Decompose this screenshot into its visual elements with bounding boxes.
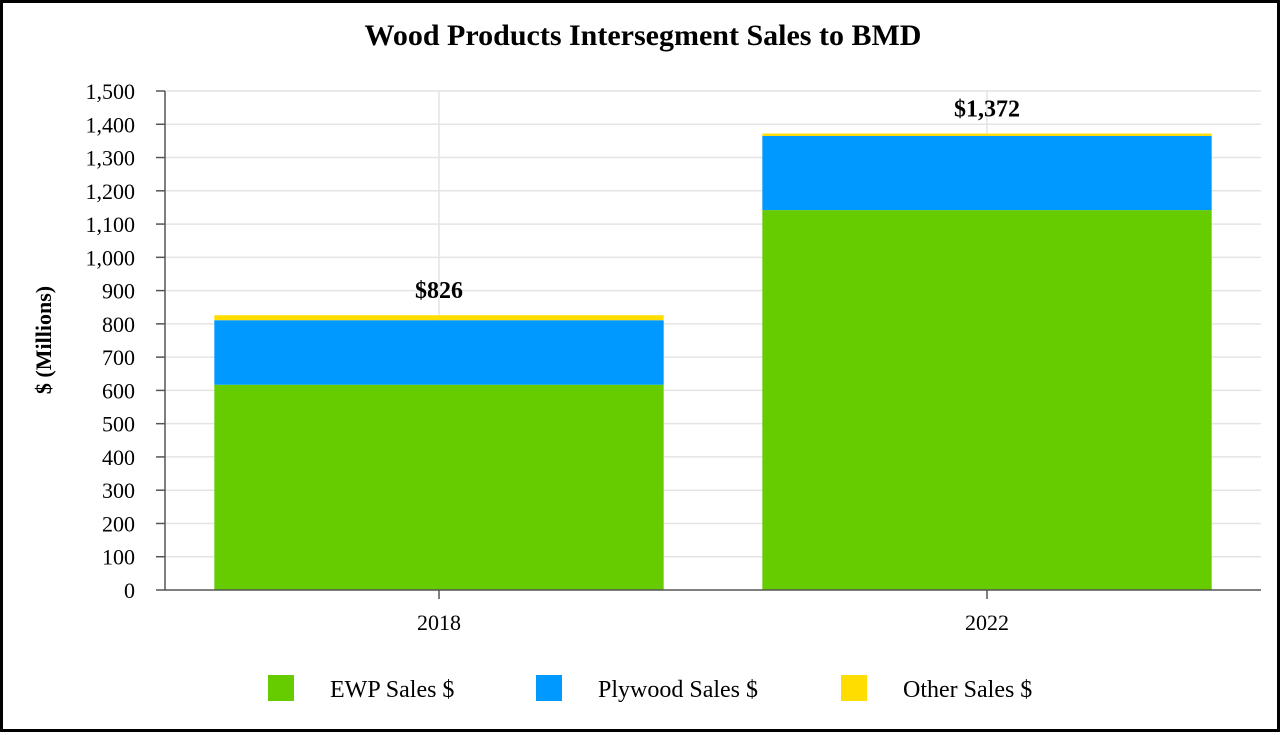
total-label: $826 xyxy=(415,278,463,304)
y-tick-label: 900 xyxy=(102,279,135,304)
y-axis-label: $ (Millions) xyxy=(31,286,56,394)
y-tick-label: 100 xyxy=(102,545,135,570)
bars: $826 $1,372 xyxy=(214,97,1212,590)
y-tick-label: 300 xyxy=(102,478,135,503)
y-tick-label: 700 xyxy=(102,345,135,370)
x-tick-label: 2018 xyxy=(417,610,461,635)
legend-swatch xyxy=(841,675,867,701)
y-tick-label: 0 xyxy=(124,578,135,603)
bar-ewp-sales-2018 xyxy=(214,384,664,590)
y-tick-label: 1,100 xyxy=(86,212,136,237)
legend-swatch xyxy=(536,675,562,701)
axes: 0 100 200 300 400 500 600 700 800 900 1,000 1,100 1,… xyxy=(86,79,1261,635)
y-tick-label: 800 xyxy=(102,312,135,337)
bar-plywood-sales-2022 xyxy=(762,135,1212,211)
y-tick-label: 200 xyxy=(102,511,135,536)
bar-other-sales-2022 xyxy=(762,133,1212,136)
bar-ewp-sales-2022 xyxy=(762,210,1212,590)
chart: Wood Products Intersegment Sales to BMD … xyxy=(31,19,1261,703)
legend: EWP Sales $ Plywood Sales $ Other Sales $ xyxy=(268,675,1032,703)
x-tick-label: 2022 xyxy=(965,610,1009,635)
legend-label: Plywood Sales $ xyxy=(598,677,758,703)
bar-plywood-sales-2018 xyxy=(214,320,664,385)
bar-other-sales-2018 xyxy=(214,315,664,321)
y-tick-label: 1,500 xyxy=(86,79,136,104)
y-tick-label: 400 xyxy=(102,445,135,470)
y-tick-label: 1,200 xyxy=(86,179,136,204)
chart-title: Wood Products Intersegment Sales to BMD xyxy=(365,19,922,52)
legend-label: EWP Sales $ xyxy=(330,677,454,703)
y-tick-label: 600 xyxy=(102,378,135,403)
legend-label: Other Sales $ xyxy=(903,677,1032,703)
y-tick-label: 1,400 xyxy=(86,112,136,137)
y-tick-label: 1,000 xyxy=(86,245,136,270)
y-tick-label: 1,300 xyxy=(86,146,136,171)
total-label: $1,372 xyxy=(954,97,1020,123)
y-tick-label: 500 xyxy=(102,412,135,437)
legend-swatch xyxy=(268,675,294,701)
